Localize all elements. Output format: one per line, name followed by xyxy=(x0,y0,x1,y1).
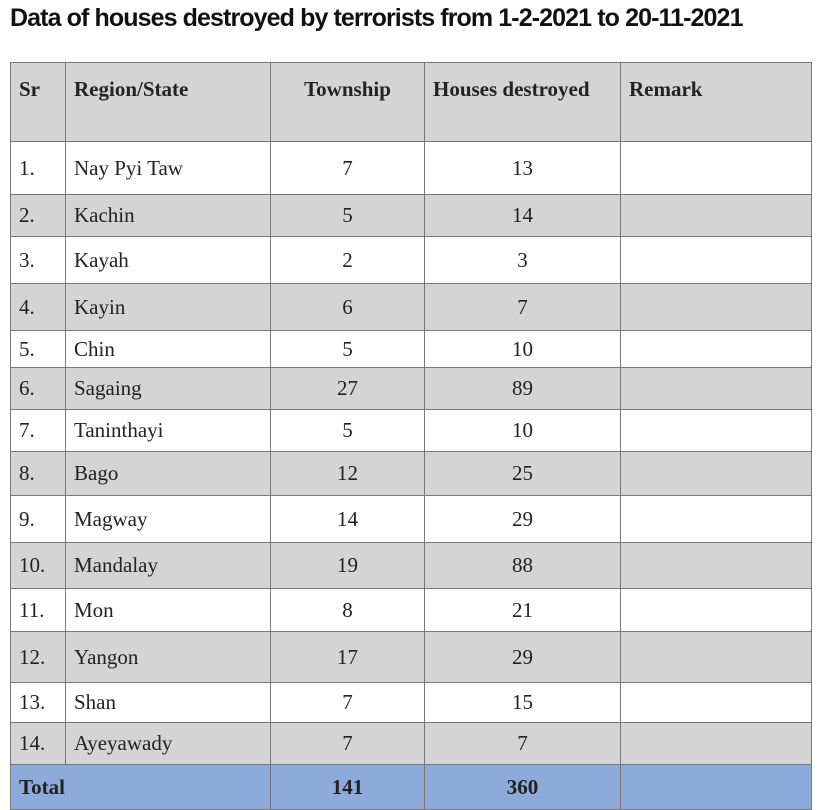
cell: Yangon xyxy=(65,631,271,683)
cell: 10. xyxy=(10,542,66,589)
cell: 11. xyxy=(10,588,66,632)
header-row: Sr Region/State Township Houses destroyed Re… xyxy=(10,62,812,142)
remark-cell xyxy=(620,722,812,765)
cell: Taninthayi xyxy=(65,409,271,452)
table-row: 2. Kachin 5 14 xyxy=(10,194,812,237)
table-row: 3. Kayah 2 3 xyxy=(10,236,812,284)
cell: 13 xyxy=(424,141,621,195)
header-cell: Houses destroyed xyxy=(424,62,621,142)
cell: 6 xyxy=(270,283,425,331)
cell: 7 xyxy=(424,722,621,765)
cell: 360 xyxy=(424,764,621,810)
remark-cell xyxy=(620,542,812,589)
table-row: 4. Kayin 6 7 xyxy=(10,283,812,331)
table-row: 6. Sagaing 27 89 xyxy=(10,367,812,410)
table-row: 1. Nay Pyi Taw 7 13 xyxy=(10,141,812,195)
cell: 5 xyxy=(270,194,425,237)
cell: 27 xyxy=(270,367,425,410)
cell: Ayeyawady xyxy=(65,722,271,765)
cell: 25 xyxy=(424,451,621,496)
cell: 141 xyxy=(270,764,425,810)
cell: Nay Pyi Taw xyxy=(65,141,271,195)
table-row: 5. Chin 5 10 xyxy=(10,330,812,368)
cell: 10 xyxy=(424,330,621,368)
cell: 14 xyxy=(424,194,621,237)
cell: 5 xyxy=(270,409,425,452)
table-row: 8. Bago 12 25 xyxy=(10,451,812,496)
cell: 19 xyxy=(270,542,425,589)
cell: 2. xyxy=(10,194,66,237)
remark-cell xyxy=(620,283,812,331)
remark-cell xyxy=(620,409,812,452)
cell: 8. xyxy=(10,451,66,496)
cell: 6. xyxy=(10,367,66,410)
cell: 13. xyxy=(10,682,66,723)
remark-cell xyxy=(620,367,812,410)
cell: 9. xyxy=(10,495,66,543)
table-row: 7. Taninthayi 5 10 xyxy=(10,409,812,452)
cell: 7. xyxy=(10,409,66,452)
table-row: 9. Magway 14 29 xyxy=(10,495,812,543)
remark-cell xyxy=(620,764,812,810)
cell: 4. xyxy=(10,283,66,331)
cell: Chin xyxy=(65,330,271,368)
remark-cell xyxy=(620,588,812,632)
cell: 29 xyxy=(424,631,621,683)
title: Data of houses destroyed by terrorists f… xyxy=(10,4,743,32)
cell: Sagaing xyxy=(65,367,271,410)
cell: Kayin xyxy=(65,283,271,331)
cell: 88 xyxy=(424,542,621,589)
cell: 10 xyxy=(424,409,621,452)
cell: Bago xyxy=(65,451,271,496)
cell: Shan xyxy=(65,682,271,723)
cell: 1. xyxy=(10,141,66,195)
cell: Mandalay xyxy=(65,542,271,589)
remark-cell xyxy=(620,451,812,496)
cell: Kayah xyxy=(65,236,271,284)
cell: 15 xyxy=(424,682,621,723)
remark-cell xyxy=(620,141,812,195)
data-table: Sr Region/State Township Houses destroyed Re… xyxy=(10,62,812,810)
header-cell: Remark xyxy=(620,62,812,142)
header-cell: Township xyxy=(270,62,425,142)
remark-cell xyxy=(620,330,812,368)
total-row: Total 141 360 xyxy=(10,764,812,810)
cell: 89 xyxy=(424,367,621,410)
cell: 12. xyxy=(10,631,66,683)
cell: 14 xyxy=(270,495,425,543)
cell: Magway xyxy=(65,495,271,543)
cell: 5 xyxy=(270,330,425,368)
remark-cell xyxy=(620,236,812,284)
table-row: 11. Mon 8 21 xyxy=(10,588,812,632)
cell: 17 xyxy=(270,631,425,683)
header-cell: Sr xyxy=(10,62,66,142)
remark-cell xyxy=(620,194,812,237)
table-row: 12. Yangon 17 29 xyxy=(10,631,812,683)
cell: 29 xyxy=(424,495,621,543)
cell: 3 xyxy=(424,236,621,284)
remark-cell xyxy=(620,631,812,683)
table-row: 13. Shan 7 15 xyxy=(10,682,812,723)
cell: 7 xyxy=(270,682,425,723)
table-row: 10. Mandalay 19 88 xyxy=(10,542,812,589)
cell: Kachin xyxy=(65,194,271,237)
cell: 2 xyxy=(270,236,425,284)
remark-cell xyxy=(620,682,812,723)
cell: 5. xyxy=(10,330,66,368)
header-cell: Region/State xyxy=(65,62,271,142)
cell: 14. xyxy=(10,722,66,765)
remark-cell xyxy=(620,495,812,543)
cell: 21 xyxy=(424,588,621,632)
cell: Total xyxy=(10,764,271,810)
cell: 7 xyxy=(270,722,425,765)
table-row: 14. Ayeyawady 7 7 xyxy=(10,722,812,765)
cell: 3. xyxy=(10,236,66,284)
cell: 8 xyxy=(270,588,425,632)
cell: Mon xyxy=(65,588,271,632)
cell: 7 xyxy=(270,141,425,195)
cell: 12 xyxy=(270,451,425,496)
cell: 7 xyxy=(424,283,621,331)
